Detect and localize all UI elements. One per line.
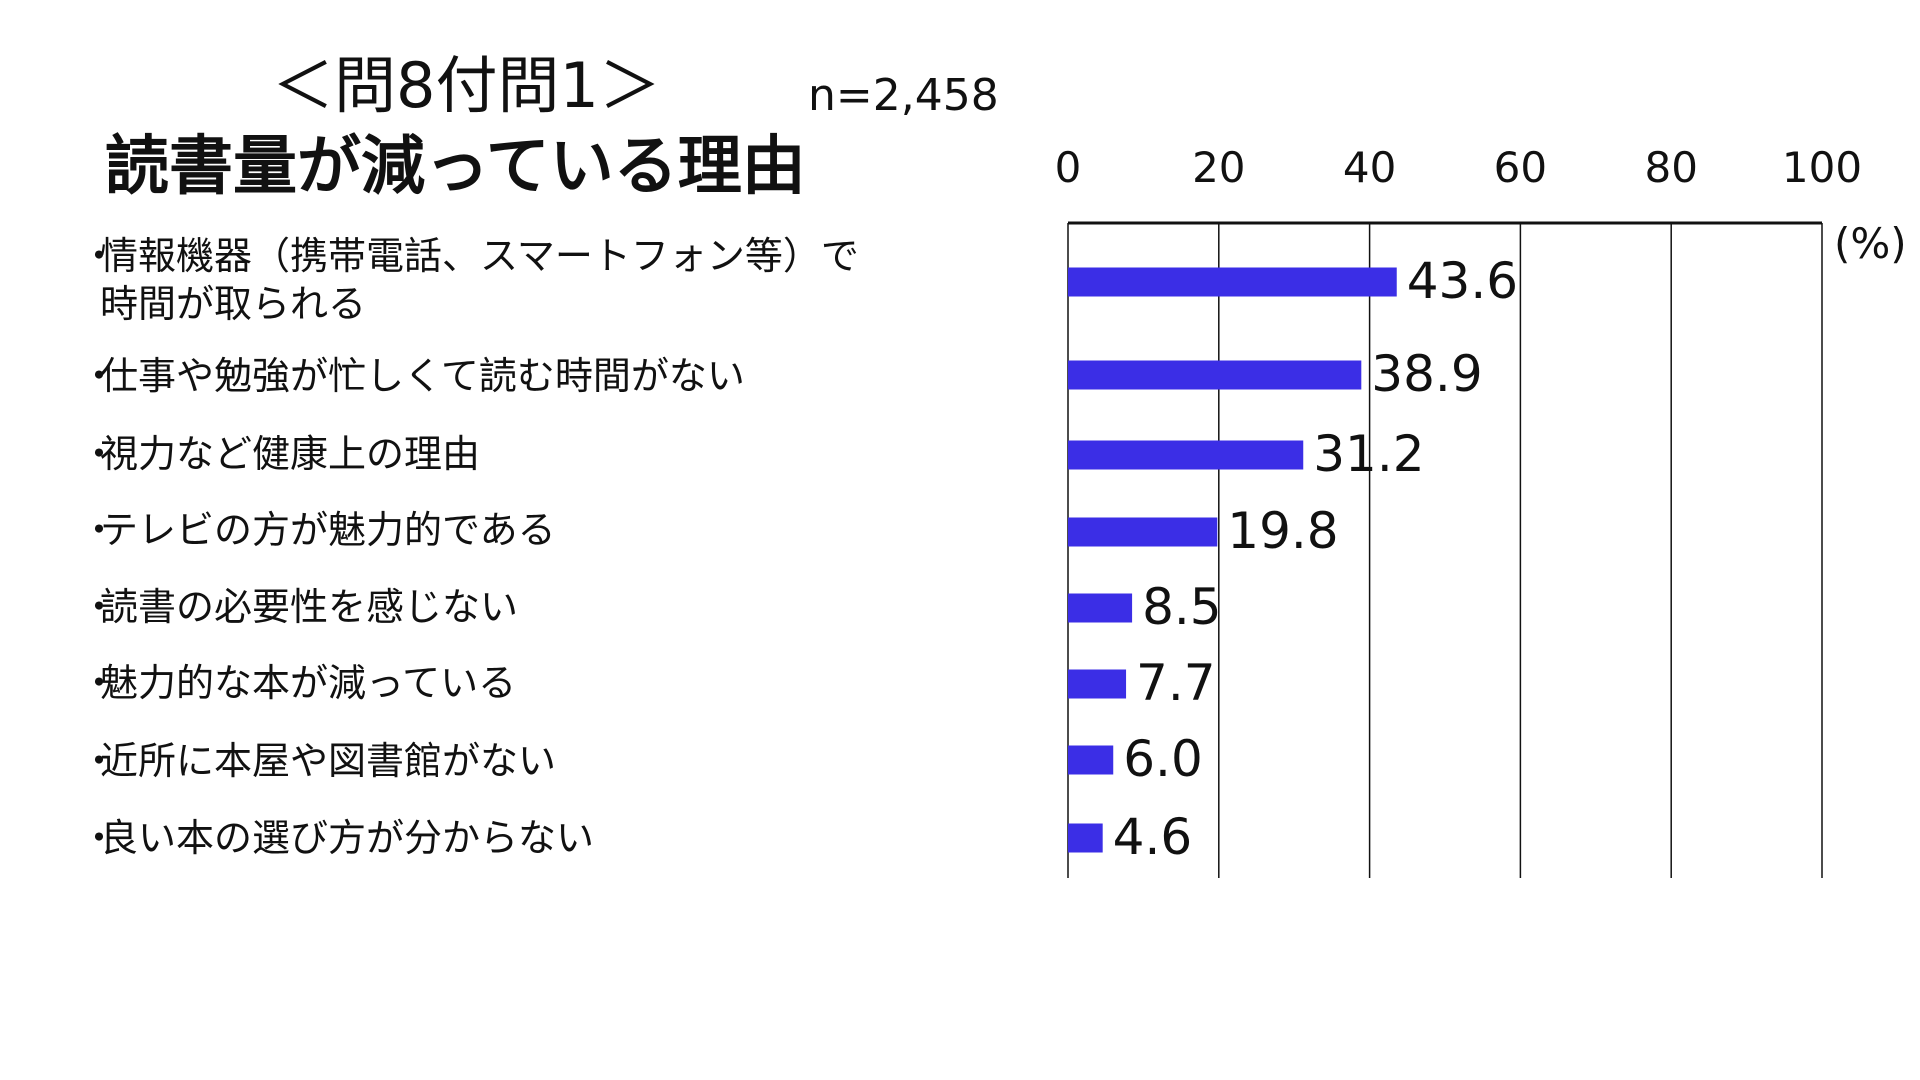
bars [1068,267,1397,853]
x-tick-label: 80 [1644,143,1697,192]
category-label: ・魅力的な本が減っている [80,659,960,707]
bar [1068,593,1133,623]
category-label-line: テレビの方が魅力的である [100,508,556,552]
sample-size: n=2,458 [808,70,999,121]
category-label-line: 時間が取られる [100,282,367,326]
category-label: ・近所に本屋や図書館がない [80,737,960,785]
category-label-line: 情報機器（携帯電話、スマートフォン等）で [100,234,859,278]
category-label: ・視力など健康上の理由 [80,430,960,478]
value-label: 8.5 [1142,578,1222,636]
value-label: 43.6 [1407,252,1518,310]
category-label-line: 魅力的な本が減っている [100,661,517,705]
chart-title: 読書量が減っている理由 [105,130,806,204]
x-tick-label: 100 [1782,143,1862,192]
value-label: 4.6 [1113,808,1193,866]
gridlines [1067,223,1823,878]
value-label: 7.7 [1136,654,1216,712]
bar [1068,267,1397,297]
unit-label: (%) [1834,219,1907,268]
category-label-line: 視力など健康上の理由 [100,432,481,476]
bar [1068,669,1127,699]
bar [1068,440,1304,470]
category-label: ・情報機器（携帯電話、スマートフォン等）で 時間が取られる [80,232,960,328]
category-label-line: 良い本の選び方が分からない [100,816,595,860]
category-label: ・仕事や勉強が忙しくて読む時間がない [80,352,960,400]
x-tick-label: 20 [1192,143,1245,192]
value-labels: 43.6 38.9 31.2 19.88.5 7.7 6.0 4.6 [1113,252,1518,866]
category-label-line: 近所に本屋や図書館がない [100,739,557,783]
bar [1068,823,1103,853]
category-label: ・良い本の選び方が分からない [80,814,960,862]
x-axis: 0 20 40 60 80 100 (%) [1055,143,1907,268]
value-label: 38.9 [1371,345,1482,403]
x-tick-label: 40 [1343,143,1396,192]
category-label: ・読書の必要性を感じない [80,583,960,631]
chart-subtitle: ＜問8付問1＞ [272,49,661,122]
bar [1068,517,1218,547]
x-tick-label: 0 [1055,143,1082,192]
x-tick-label: 60 [1494,143,1547,192]
category-label: ・テレビの方が魅力的である [80,506,960,554]
bar [1068,745,1114,775]
value-label: 31.2 [1313,425,1424,483]
value-label: 19.8 [1227,502,1338,560]
bar [1068,360,1362,390]
category-label-line: 読書の必要性を感じない [100,585,519,629]
value-label: 6.0 [1123,730,1203,788]
category-label-line: 仕事や勉強が忙しくて読む時間がない [100,354,745,398]
